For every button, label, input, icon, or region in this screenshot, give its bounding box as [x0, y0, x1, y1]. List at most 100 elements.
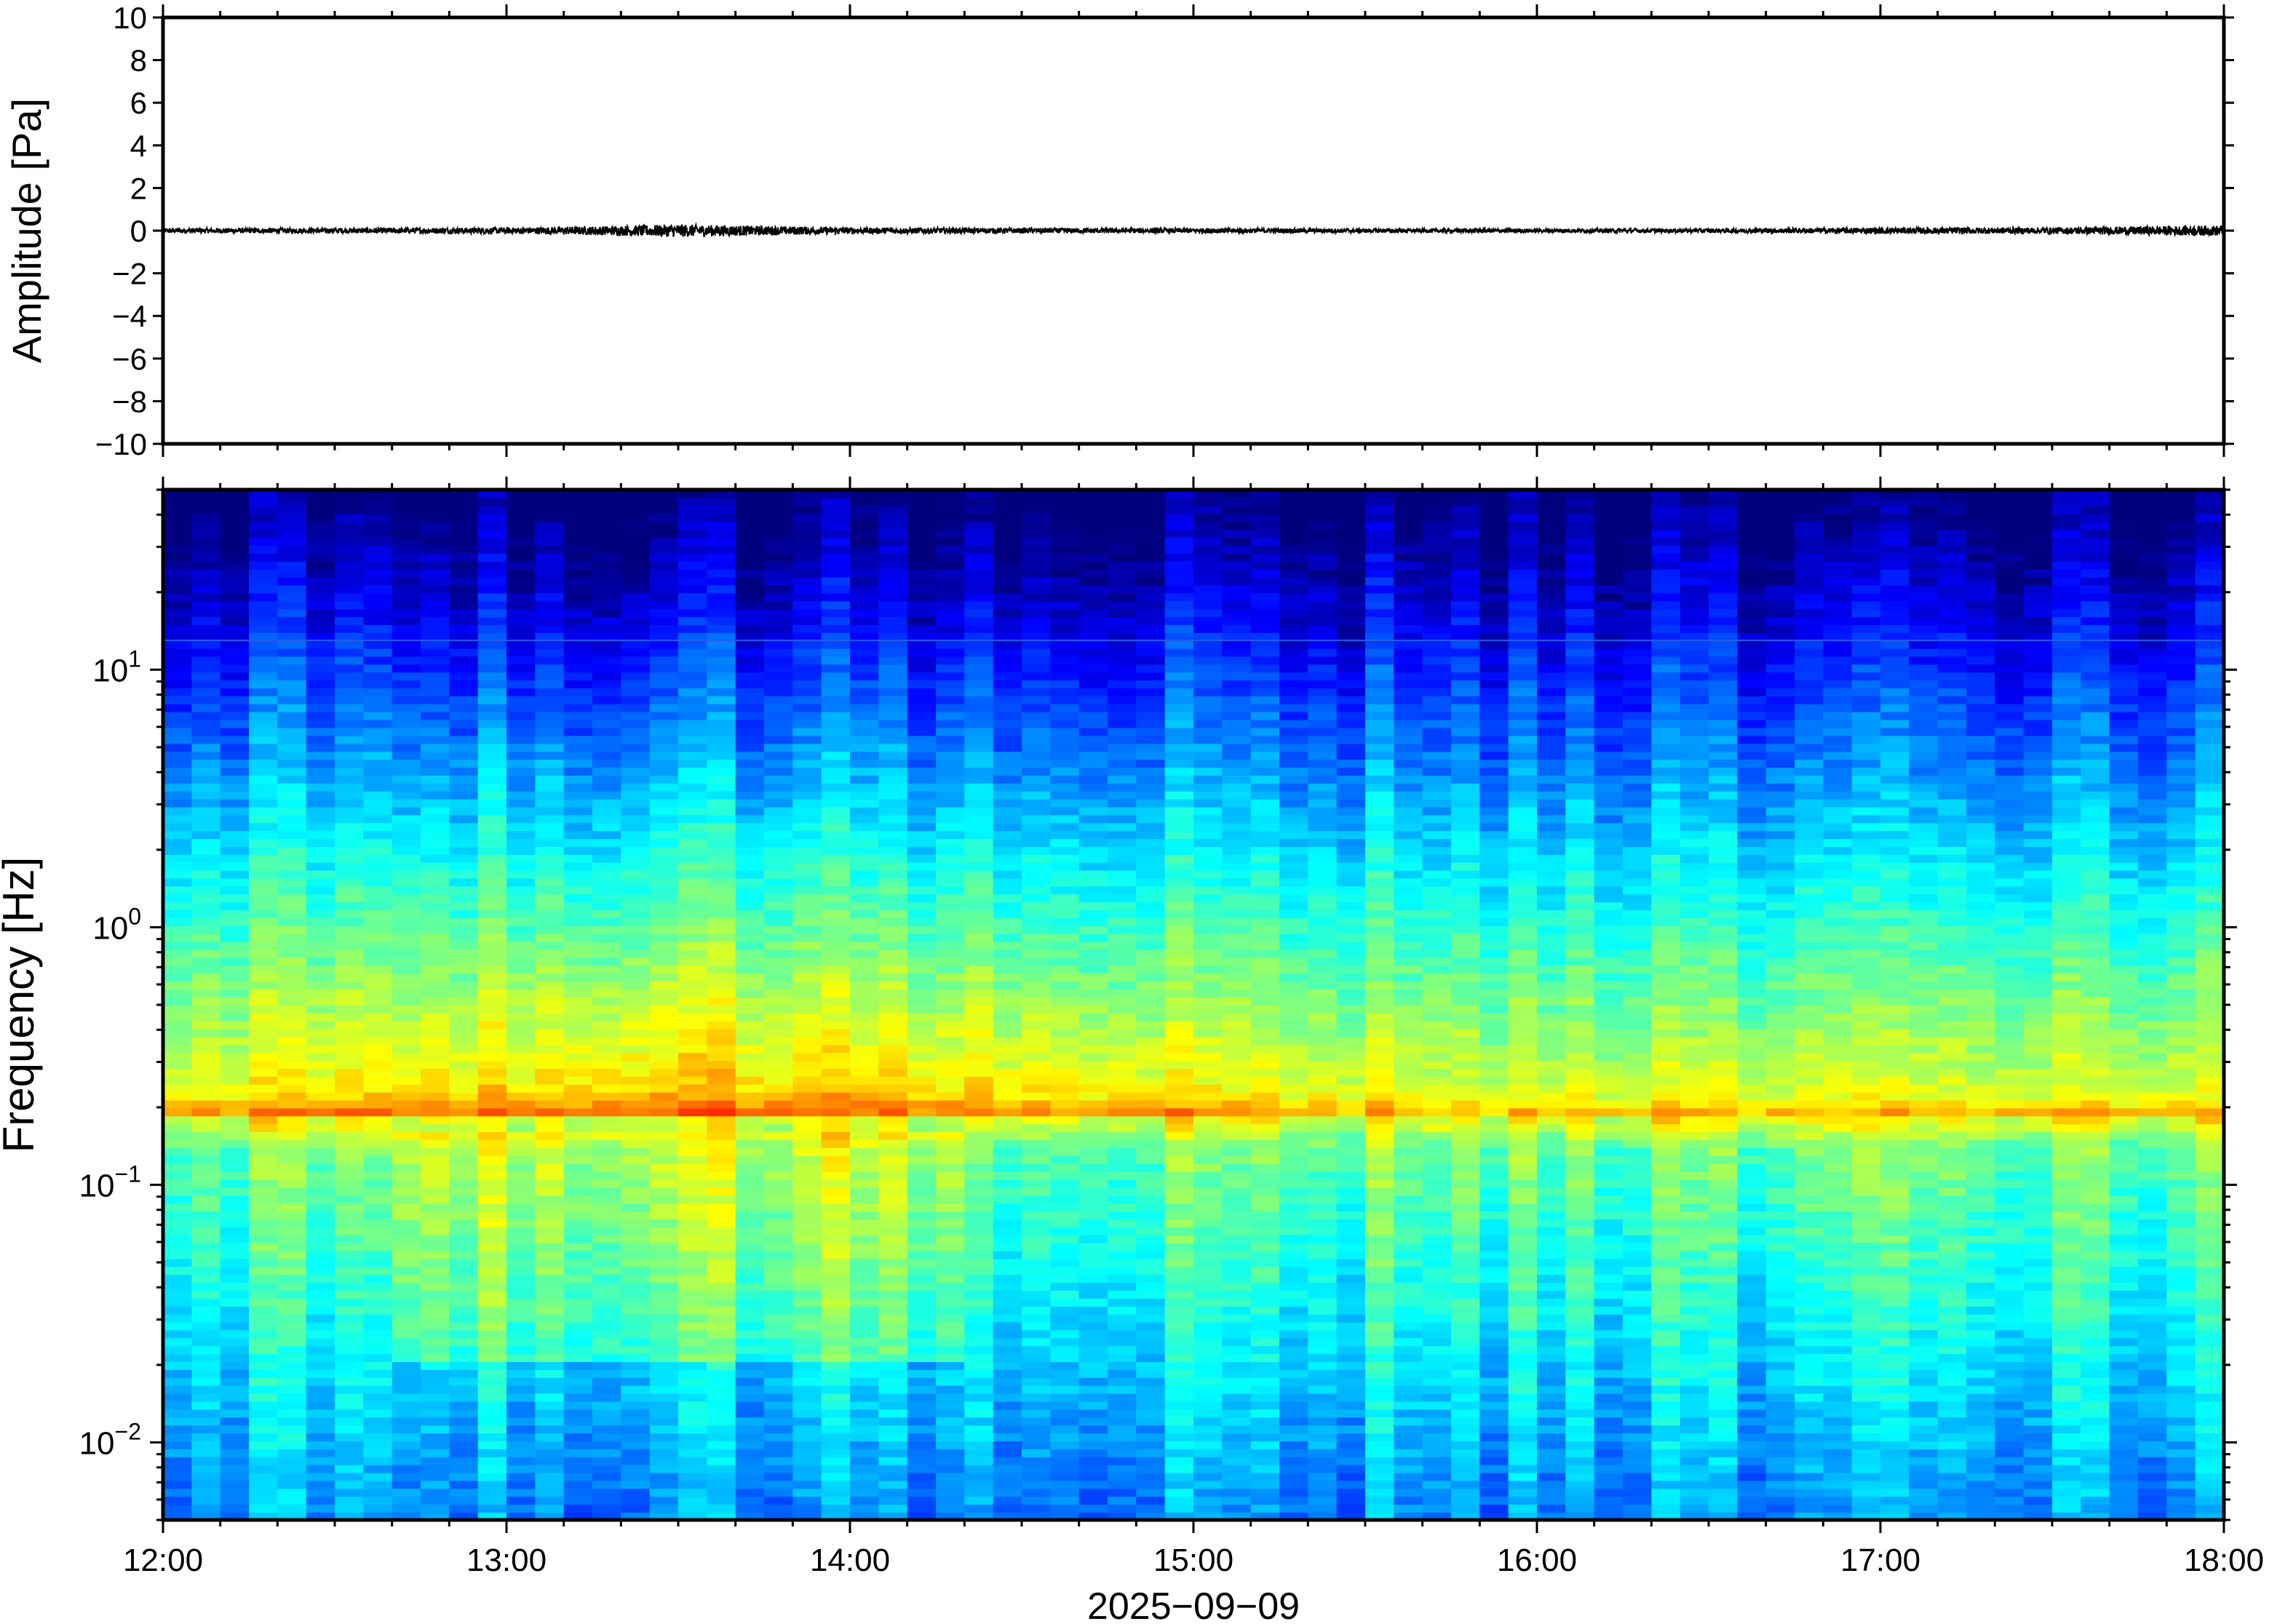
spectrogram-cell [821, 735, 851, 744]
spectrogram-cell [535, 1203, 565, 1211]
spectrogram-cell [1050, 1417, 1080, 1426]
spectrogram-cell [506, 1044, 536, 1054]
spectrogram-cell [707, 1195, 736, 1204]
spectrogram-cell [792, 1187, 822, 1196]
spectrogram-cell [964, 616, 994, 625]
spectrogram-cell [678, 1131, 708, 1140]
spectrogram-cell [363, 759, 393, 768]
spectrogram-cell [1050, 1512, 1080, 1520]
spectrogram-cell [277, 838, 307, 847]
spectrogram-cell [421, 1480, 450, 1489]
spectrogram-cell [1222, 1005, 1252, 1014]
spectrogram-cell [936, 767, 966, 776]
spectrogram-cell [306, 869, 335, 879]
spectrogram-cell [1078, 1369, 1108, 1378]
spectrogram-cell [421, 1409, 450, 1418]
spectrogram-cell [449, 497, 479, 506]
spectrogram-cell [535, 743, 565, 752]
spectrogram-cell [1078, 997, 1108, 1006]
spectrogram-cell [306, 918, 335, 926]
spectrogram-cell [821, 1139, 851, 1148]
spectrogram-cell [1050, 553, 1080, 562]
spectrogram-cell [563, 869, 593, 879]
spectrogram-cell [477, 1219, 507, 1227]
spectrogram-cell [191, 1083, 221, 1093]
spectrogram-cell [249, 1115, 279, 1125]
spectrogram-cell [1164, 814, 1194, 824]
spectrogram-cell [1022, 1345, 1052, 1355]
spectrogram-cell [907, 1313, 937, 1323]
spectrogram-cell [792, 814, 822, 824]
spectrogram-cell [535, 1472, 565, 1481]
spectrogram-cell [249, 1345, 279, 1355]
spectrogram-cell [993, 1321, 1022, 1331]
spectrogram-cell [1222, 1036, 1252, 1046]
spectrogram-cell [592, 1179, 622, 1188]
spectrogram-cell [907, 1321, 937, 1331]
spectrogram-cell [821, 1456, 851, 1465]
spectrogram-cell [907, 680, 937, 689]
spectrogram-cell [907, 1377, 937, 1386]
spectrogram-cell [735, 901, 765, 911]
spectrogram-cell [678, 743, 708, 752]
spectrogram-cell [1078, 553, 1108, 562]
spectrogram-cell [363, 838, 393, 847]
spectrogram-cell [163, 997, 193, 1006]
spectrogram-cell [1022, 1020, 1052, 1030]
spectrogram-cell [878, 854, 908, 863]
spectrogram-cell [907, 1337, 937, 1347]
spectrogram-cell [163, 885, 193, 895]
spectrogram-cell [678, 712, 708, 720]
spectrogram-cell [621, 1321, 651, 1331]
spectrogram-cell [649, 767, 679, 776]
spectrogram-cell [1078, 1155, 1108, 1164]
spectrogram-cell [277, 1305, 307, 1315]
spectrogram-cell [306, 1321, 335, 1331]
spectrogram-cell [1108, 656, 1137, 665]
spectrogram-cell [1022, 1211, 1052, 1219]
spectrogram-cell [306, 1068, 335, 1077]
spectrogram-cell [477, 680, 507, 689]
spectrogram-cell [191, 664, 221, 673]
spectrogram-cell [163, 1472, 193, 1481]
spectrogram-cell [878, 656, 908, 665]
spectrogram-cell [735, 1329, 765, 1339]
spectrogram-cell [621, 926, 651, 934]
spectrogram-cell [220, 719, 250, 728]
spectrogram-cell [335, 1171, 365, 1180]
spectrogram-cell [735, 1107, 765, 1117]
spectrogram-cell [277, 1504, 307, 1513]
spectrogram-cell [850, 1456, 880, 1465]
spectrogram-cell [850, 1155, 880, 1164]
spectrogram-cell [1078, 869, 1108, 879]
spectrogram-cell [735, 1091, 765, 1101]
spectrogram-cell [821, 1211, 851, 1219]
spectrogram-cell [907, 1091, 937, 1101]
spectrogram-cell [1050, 1250, 1080, 1259]
spectrogram-cell [792, 1480, 822, 1489]
spectrogram-cell [1164, 1179, 1194, 1188]
spectrogram-cell [1136, 1409, 1166, 1418]
spectrogram-cell [1022, 521, 1052, 530]
spectrogram-cell [1164, 1036, 1194, 1046]
spectrogram-cell [792, 909, 822, 918]
spectrogram-cell [1022, 1060, 1052, 1069]
spectrogram-cell [535, 1337, 565, 1347]
spectrogram-cell [249, 656, 279, 665]
spectrogram-cell [792, 798, 822, 808]
spectrogram-cell [335, 877, 365, 887]
spectrogram-cell [649, 1417, 679, 1426]
spectrogram-cell [392, 1203, 421, 1211]
spectrogram-cell [1222, 1115, 1252, 1125]
spectrogram-cell [191, 783, 221, 792]
spectrogram-cell [1164, 926, 1194, 934]
spectrogram-cell [449, 909, 479, 918]
spectrogram-cell [907, 664, 937, 673]
spectrogram-cell [563, 1171, 593, 1180]
spectrogram-cell [764, 861, 794, 871]
spectrogram-cell [392, 704, 421, 712]
spectrogram-cell [1078, 1107, 1108, 1117]
spectrogram-cell [535, 1076, 565, 1085]
spectrogram-cell [936, 1361, 966, 1370]
spectrogram-cell [1022, 576, 1052, 586]
